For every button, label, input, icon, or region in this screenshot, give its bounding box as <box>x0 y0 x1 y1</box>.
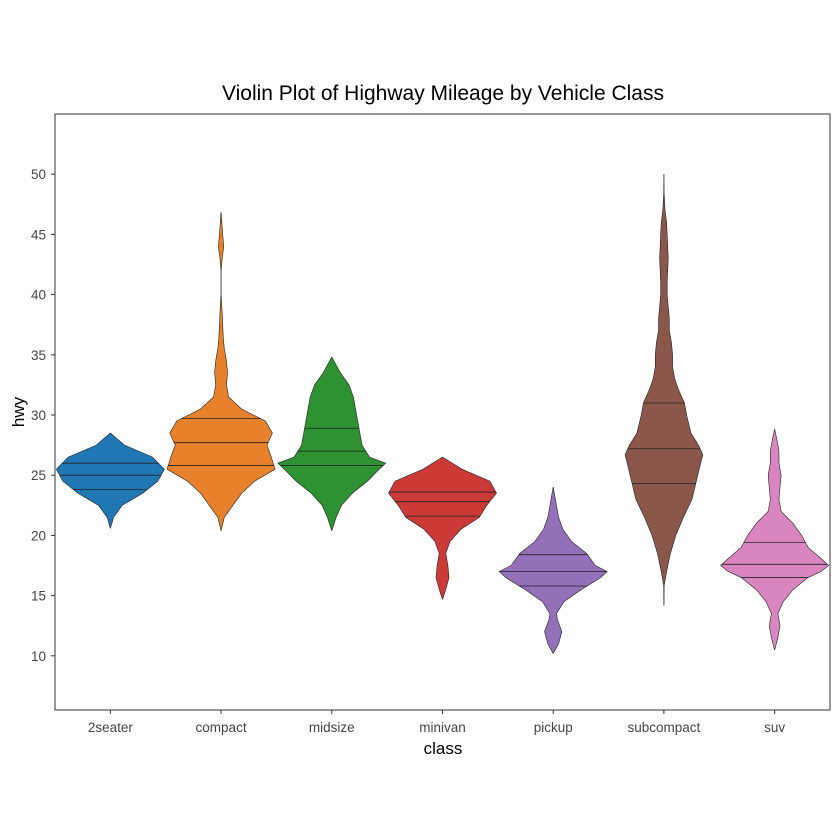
violin-midsize <box>277 356 387 531</box>
x-tick-label: minivan <box>419 720 466 735</box>
x-tick-label: 2seater <box>88 720 134 735</box>
violin-pickup <box>498 486 608 654</box>
y-tick-label: 30 <box>31 408 46 423</box>
y-tick-label: 10 <box>31 649 46 664</box>
x-tick-label: pickup <box>534 720 573 735</box>
violin-body <box>277 356 387 531</box>
violin-body <box>720 429 830 651</box>
violin-suv <box>720 429 830 651</box>
y-tick-label: 35 <box>31 348 46 363</box>
y-tick-label: 50 <box>31 167 46 182</box>
violin-body <box>624 173 704 606</box>
x-tick-label: subcompact <box>628 720 701 735</box>
plot-panel <box>54 113 831 711</box>
y-tick-label: 45 <box>31 227 46 242</box>
y-tick-label: 40 <box>31 288 46 303</box>
y-tick-label: 20 <box>31 528 46 543</box>
y-tick-label: 25 <box>31 468 46 483</box>
x-tick-label: midsize <box>309 720 355 735</box>
chart-title: Violin Plot of Highway Mileage by Vehicl… <box>222 82 664 105</box>
x-tick-label: suv <box>764 720 785 735</box>
violin-body <box>498 486 608 654</box>
y-axis: 10 15 20 25 30 35 40 45 50 <box>31 167 55 664</box>
y-tick-label: 15 <box>31 589 46 604</box>
violins-group <box>55 173 830 654</box>
violin-subcompact <box>624 173 704 606</box>
violin-body <box>388 456 497 600</box>
violin-body <box>166 212 276 531</box>
violin-minivan <box>388 456 497 600</box>
x-axis-title: class <box>424 739 463 758</box>
x-axis: 2seater compact midsize minivan pickup subcom… <box>88 710 785 735</box>
violin-2seater <box>55 432 165 529</box>
x-tick-label: compact <box>196 720 247 735</box>
y-axis-title: hwy <box>9 396 28 427</box>
violin-compact <box>166 212 276 531</box>
violin-body <box>55 432 165 529</box>
